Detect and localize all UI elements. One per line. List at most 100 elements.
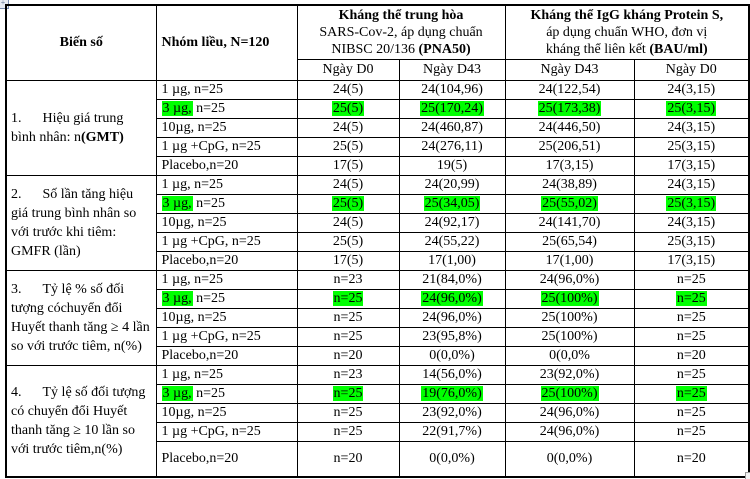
value-cell: 19(5) [398, 156, 506, 176]
table-row: 1 µg +CpG, n=25 25(5) 24(276,11) 25(206,… [6, 137, 750, 157]
value-cell: n=23 [296, 270, 400, 290]
value-cell: n=25 [633, 289, 750, 309]
value-cell: 24(55,22) [398, 232, 506, 252]
dose-cell: Placebo,n=20 [155, 251, 298, 271]
table-row: 3. Tỷ lệ % số đối tượng cóchuyển đổi Huy… [5, 270, 750, 366]
dose-cell: 3 µg, n=25 [155, 384, 298, 404]
dose-cell: 1 µg, n=25 [155, 270, 298, 290]
group1-standard: NIBSC 20/136 (PNA50) [331, 42, 471, 57]
value-cell: n=20 [633, 441, 750, 477]
dose-cell: 10µg, n=25 [155, 308, 298, 328]
value-cell: 24(96,0%) [504, 403, 635, 423]
value-cell: 24(3,15) [633, 213, 750, 233]
value-cell: n=25 [296, 308, 400, 328]
value-cell: 25(173,38) [504, 99, 635, 119]
group1-title: Kháng thể trung hòa [338, 8, 464, 23]
dose-cell: 1 µg, n=25 [155, 80, 298, 100]
dose-cell: Placebo,n=20 [155, 346, 298, 366]
section-label-seroconversion-10x: 4. Tỷ lệ số đối tượng có chuyển đổi Huyế… [5, 365, 157, 477]
value-cell: 0(0,0%) [504, 441, 635, 477]
value-cell: 25(5) [296, 99, 400, 119]
value-cell: 25(55,02) [504, 194, 635, 214]
section-label-gmt: 1. Hiệu giá trung bình nhân: n(GMT) [5, 80, 157, 176]
value-cell: 25(3,15) [633, 194, 750, 214]
group1-subtitle: SARS-Cov-2, áp dụng chuẩn [319, 25, 483, 40]
table-row: 1 µg +CpG, n=25 n=25 23(95,8%) 25(100%) … [6, 327, 750, 347]
value-cell: n=20 [296, 441, 400, 477]
value-cell: 25(206,51) [504, 137, 635, 157]
value-cell: 17(1,00) [504, 251, 635, 271]
header-group-igg-antibody: Kháng thể IgG kháng Protein S, áp dụng c… [504, 4, 750, 60]
value-cell: n=23 [296, 365, 400, 385]
dose-cell: 3 µg, n=25 [155, 99, 298, 119]
table-row: 1 µg +CpG, n=25 25(5) 24(55,22) 25(65,54… [6, 232, 750, 252]
value-cell: n=25 [296, 384, 400, 404]
value-cell: 21(84,0%) [398, 270, 506, 290]
section-label-seroconversion-4x: 3. Tỷ lệ % số đối tượng cóchuyển đổi Huy… [5, 270, 157, 366]
subheader-igg-day-d0: Ngày D0 [633, 59, 750, 81]
value-cell: n=25 [633, 403, 750, 423]
value-cell: 25(170,24) [398, 99, 506, 119]
dose-cell: 10µg, n=25 [155, 213, 298, 233]
value-cell: 24(5) [296, 80, 400, 100]
value-cell: 25(5) [296, 232, 400, 252]
value-cell: 24(20,99) [398, 175, 506, 195]
subheader-igg-day-d43: Ngày D43 [504, 59, 635, 81]
value-cell: 23(95,8%) [398, 327, 506, 347]
value-cell: 24(122,54) [504, 80, 635, 100]
value-cell: n=25 [296, 422, 400, 442]
value-cell: 24(96,0%) [398, 289, 506, 309]
value-cell: 25(34,05) [398, 194, 506, 214]
value-cell: 24(5) [296, 213, 400, 233]
table-row: 2. Số lần tăng hiệu giá trung bình nhân … [5, 175, 750, 271]
value-cell: 25(3,15) [633, 99, 750, 119]
value-cell: 25(100%) [504, 308, 635, 328]
dose-cell: Placebo,n=20 [155, 156, 298, 176]
value-cell: 0(0,0%) [398, 346, 506, 366]
dose-cell: 1 µg, n=25 [155, 175, 298, 195]
value-cell: 24(3,15) [633, 80, 750, 100]
value-cell: 24(92,17) [398, 213, 506, 233]
value-cell: 0(0,0%) [398, 441, 506, 477]
value-cell: 17(3,15) [504, 156, 635, 176]
value-cell: 25(100%) [504, 289, 635, 309]
value-cell: 24(446,50) [504, 118, 635, 138]
value-cell: 0(0,0% [504, 346, 635, 366]
dose-cell: 1 µg +CpG, n=25 [155, 327, 298, 347]
value-cell: 17(5) [296, 251, 400, 271]
dose-cell: 1 µg +CpG, n=25 [155, 232, 298, 252]
value-cell: 24(96,0%) [398, 308, 506, 328]
value-cell: n=25 [633, 384, 750, 404]
value-cell: 24(460,87) [398, 118, 506, 138]
table-row: 1. Hiệu giá trung bình nhân: n(GMT) 1 µg… [5, 80, 750, 176]
table-row: Placebo,n=20 17(5) 17(1,00) 17(1,00) 17(… [6, 251, 750, 271]
value-cell: n=25 [633, 365, 750, 385]
value-cell: 25(3,15) [633, 137, 750, 157]
value-cell: 24(38,89) [504, 175, 635, 195]
group2-subtitle: áp dụng chuẩn WHO, đơn vị [546, 25, 708, 40]
value-cell: n=25 [633, 327, 750, 347]
dose-cell: 1 µg +CpG, n=25 [155, 422, 298, 442]
value-cell: 17(3,15) [633, 251, 750, 271]
value-cell: n=25 [633, 308, 750, 328]
value-cell: 25(5) [296, 194, 400, 214]
value-cell: n=25 [633, 422, 750, 442]
value-cell: n=25 [296, 403, 400, 423]
value-cell: 24(276,11) [398, 137, 506, 157]
dose-cell: 10µg, n=25 [155, 118, 298, 138]
group2-title: Kháng thể IgG kháng Protein S, [530, 8, 724, 23]
value-cell: 24(3,15) [633, 175, 750, 195]
value-cell: 24(5) [296, 118, 400, 138]
value-cell: 23(92,0%) [504, 365, 635, 385]
value-cell: 25(3,15) [633, 232, 750, 252]
table-row: Placebo,n=20 n=20 0(0,0%) 0(0,0%) n=20 [6, 441, 750, 477]
value-cell: 14(56,0%) [398, 365, 506, 385]
table-row: 4. Tỷ lệ số đối tượng có chuyển đổi Huyế… [5, 365, 750, 477]
table-resize-handle[interactable] [745, 472, 750, 479]
value-cell: 25(100%) [504, 327, 635, 347]
dose-cell: 1 µg +CpG, n=25 [155, 137, 298, 157]
value-cell: 25(100%) [504, 384, 635, 404]
group2-standard: kháng thể liên kết (BAU/ml) [545, 42, 708, 57]
value-cell: 24(141,70) [504, 213, 635, 233]
